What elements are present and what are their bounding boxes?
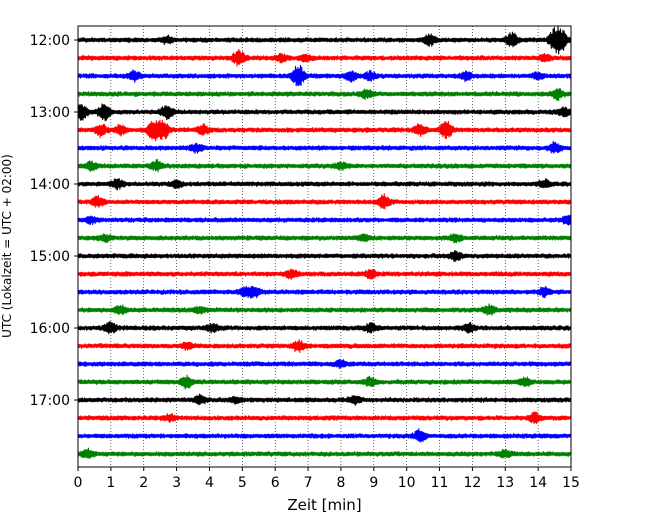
seismic-trace (77, 48, 572, 67)
seismic-trace (77, 25, 572, 55)
x-axis: 0 1 2 3 4 5 6 7 8 9 10 11 12 13 14 15 (74, 467, 580, 491)
x-tick-label: 6 (271, 475, 280, 491)
plot-frame (77, 25, 572, 468)
x-tick-label: 1 (106, 475, 115, 491)
x-tick-label: 8 (336, 475, 345, 491)
seismic-trace (77, 339, 572, 354)
y-tick-label: 16:00 (30, 321, 70, 337)
traces-layer (77, 25, 572, 459)
x-tick-label: 9 (369, 475, 378, 491)
y-tick-label: 15:00 (30, 249, 70, 265)
x-tick-label: 12 (463, 475, 481, 491)
seismic-trace (77, 64, 572, 87)
x-tick-label: 15 (562, 475, 580, 491)
x-tick-label: 4 (205, 475, 214, 491)
y-tick-label: 13:00 (30, 105, 70, 121)
x-tick-label: 13 (496, 475, 514, 491)
seismic-trace (77, 87, 572, 102)
x-tick-label: 2 (139, 475, 148, 491)
seismic-trace (77, 411, 572, 425)
y-axis-label: UTC (Lokalzeit = UTC + 02:00) (0, 154, 14, 338)
x-tick-label: 11 (431, 475, 449, 491)
x-tick-label: 10 (398, 475, 416, 491)
y-tick-label: 12:00 (30, 33, 70, 49)
seismic-trace (77, 428, 572, 443)
seismic-trace (77, 374, 572, 390)
x-tick-label: 5 (238, 475, 247, 491)
seismic-trace (77, 285, 572, 299)
seismic-trace (77, 193, 572, 210)
seismic-trace (77, 233, 572, 244)
y-tick-label: 17:00 (30, 393, 70, 409)
seismic-trace (77, 358, 572, 370)
y-tick-label: 14:00 (30, 177, 70, 193)
seismic-trace (77, 393, 572, 406)
seismic-trace (77, 268, 572, 280)
x-tick-label: 7 (304, 475, 313, 491)
seismic-trace (77, 103, 572, 122)
seismic-trace (77, 214, 572, 226)
seismic-trace (77, 250, 572, 263)
seismic-trace (77, 178, 572, 191)
seismic-trace (77, 119, 572, 142)
seismic-trace (77, 447, 572, 459)
x-tick-label: 0 (74, 475, 83, 491)
x-tick-label: 14 (529, 475, 547, 491)
seismic-trace (77, 159, 572, 173)
y-axis: 12:00 13:00 14:00 15:00 16:00 17:00 (30, 33, 78, 409)
x-axis-label: Zeit [min] (287, 496, 361, 514)
x-tick-label: 3 (172, 475, 181, 491)
seismic-trace (77, 140, 572, 154)
seismic-trace (77, 321, 572, 335)
seismic-trace (77, 303, 572, 316)
